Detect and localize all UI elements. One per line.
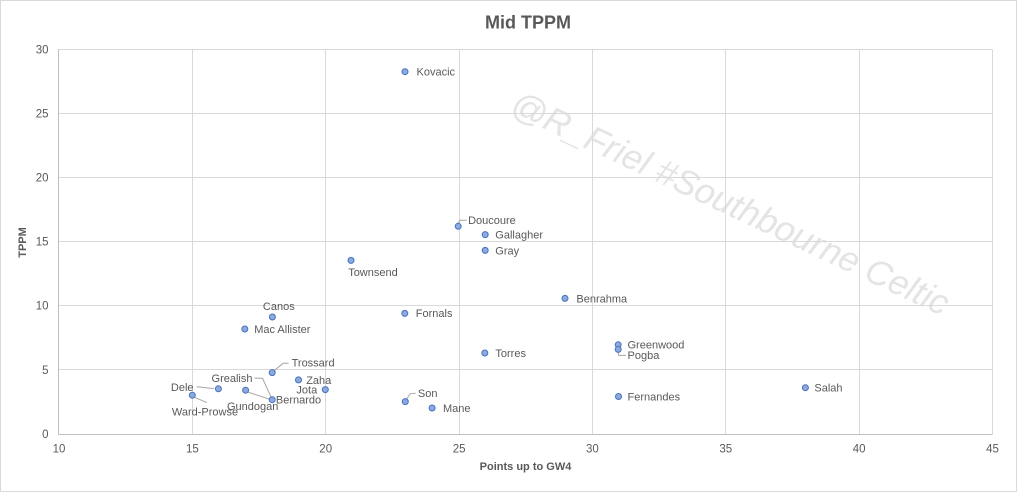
- svg-text:Kovacic: Kovacic: [417, 67, 456, 79]
- svg-text:Points up to GW4: Points up to GW4: [480, 461, 573, 473]
- svg-text:30: 30: [586, 444, 599, 456]
- svg-text:Mane: Mane: [443, 403, 471, 415]
- svg-text:Gallagher: Gallagher: [495, 229, 543, 241]
- svg-text:10: 10: [53, 444, 66, 456]
- svg-text:30: 30: [36, 44, 49, 56]
- svg-text:10: 10: [36, 301, 49, 313]
- svg-text:Benrahma: Benrahma: [576, 293, 628, 305]
- svg-text:Jota: Jota: [296, 385, 318, 397]
- svg-text:Dele: Dele: [171, 382, 194, 394]
- svg-text:Torres: Torres: [495, 348, 526, 360]
- svg-text:35: 35: [719, 444, 732, 456]
- svg-text:25: 25: [36, 109, 49, 121]
- svg-text:Zaha: Zaha: [306, 375, 332, 387]
- svg-text:Greenwood: Greenwood: [628, 340, 685, 352]
- svg-text:Doucoure: Doucoure: [468, 215, 516, 227]
- svg-text:Gray: Gray: [495, 245, 519, 257]
- svg-text:5: 5: [42, 365, 48, 377]
- svg-text:Fernandes: Fernandes: [628, 391, 681, 403]
- svg-text:Pogba: Pogba: [628, 350, 661, 362]
- svg-text:Trossard: Trossard: [292, 358, 335, 370]
- svg-text:40: 40: [853, 444, 866, 456]
- svg-text:Townsend: Townsend: [348, 267, 398, 279]
- svg-text:25: 25: [453, 444, 466, 456]
- svg-text:Ward-Prowse: Ward-Prowse: [172, 407, 238, 419]
- svg-text:20: 20: [319, 444, 332, 456]
- svg-text:Canos: Canos: [263, 301, 295, 313]
- svg-text:Bernardo: Bernardo: [276, 395, 321, 407]
- svg-text:Fornals: Fornals: [416, 308, 453, 320]
- svg-text:Grealish: Grealish: [212, 373, 253, 385]
- svg-text:Gundogan: Gundogan: [227, 401, 278, 413]
- svg-text:Mid TPPM: Mid TPPM: [485, 13, 571, 33]
- svg-text:Salah: Salah: [814, 383, 842, 395]
- svg-text:Son: Son: [418, 388, 438, 400]
- svg-text:15: 15: [36, 237, 49, 249]
- svg-text:Mac Allister: Mac Allister: [254, 324, 311, 336]
- svg-text:20: 20: [36, 173, 49, 185]
- svg-text:TPPM: TPPM: [17, 227, 29, 258]
- svg-text:15: 15: [186, 444, 199, 456]
- svg-text:0: 0: [42, 429, 48, 441]
- svg-text:45: 45: [986, 444, 999, 456]
